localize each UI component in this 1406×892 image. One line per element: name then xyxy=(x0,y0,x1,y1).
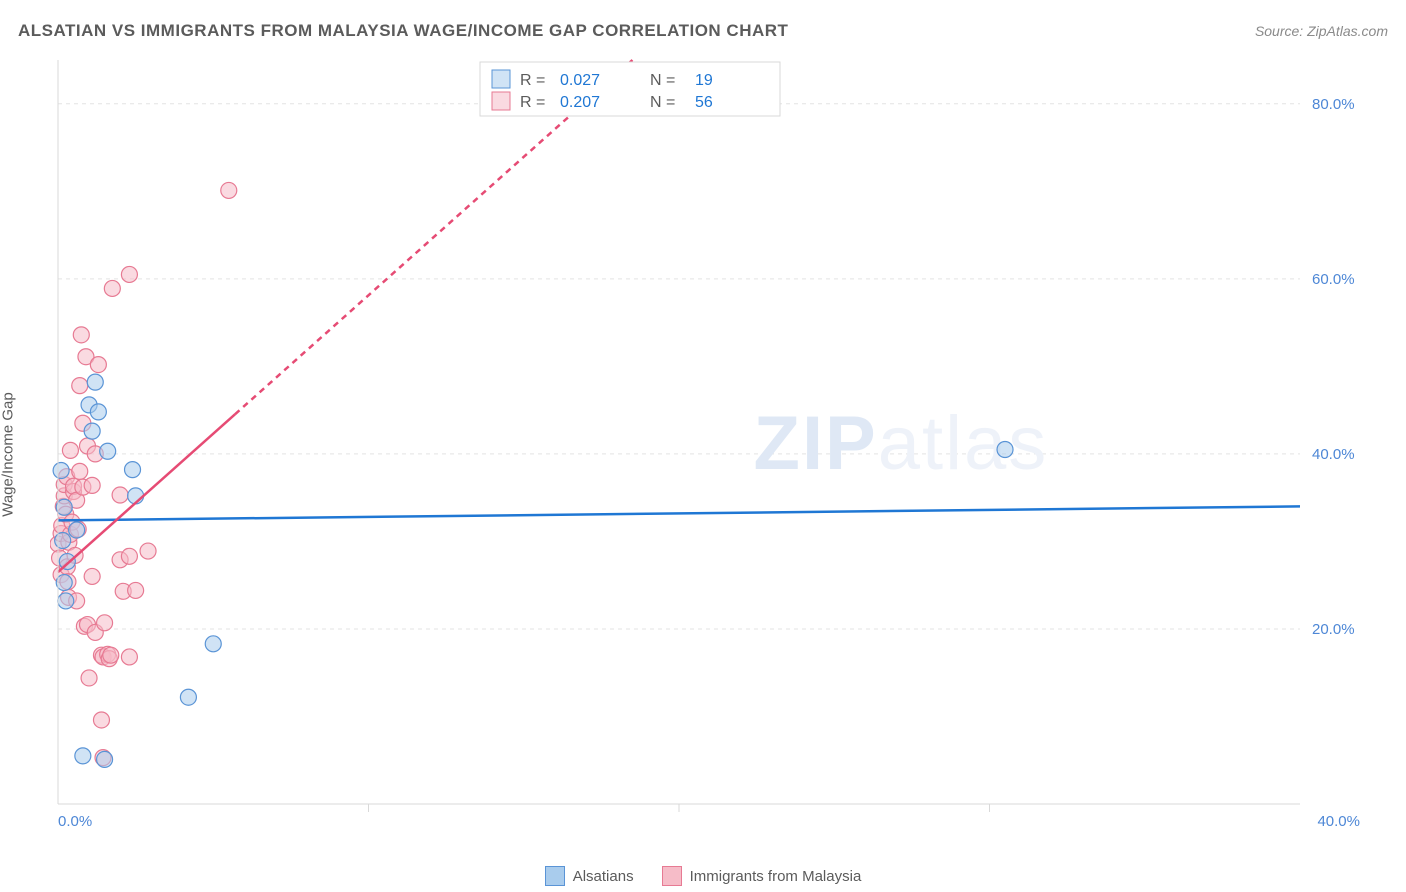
svg-text:40.0%: 40.0% xyxy=(1312,446,1355,463)
bottom-legend: Alsatians Immigrants from Malaysia xyxy=(0,862,1406,890)
header: ALSATIAN VS IMMIGRANTS FROM MALAYSIA WAG… xyxy=(18,18,1388,44)
svg-text:80.0%: 80.0% xyxy=(1312,96,1355,113)
svg-text:0.207: 0.207 xyxy=(560,94,600,111)
legend-label: Immigrants from Malaysia xyxy=(690,868,862,885)
source-label: Source: ZipAtlas.com xyxy=(1255,23,1388,39)
scatter-chart: ZIPatlas20.0%40.0%60.0%80.0%0.0%40.0%R =… xyxy=(50,54,1370,834)
svg-text:0.027: 0.027 xyxy=(560,72,600,89)
svg-text:56: 56 xyxy=(695,94,713,111)
svg-text:R =: R = xyxy=(520,72,545,89)
y-axis-label: Wage/Income Gap xyxy=(0,392,17,517)
svg-text:40.0%: 40.0% xyxy=(1317,813,1360,830)
svg-text:0.0%: 0.0% xyxy=(58,813,92,830)
plot-area: ZIPatlas20.0%40.0%60.0%80.0%0.0%40.0%R =… xyxy=(50,54,1370,834)
svg-text:20.0%: 20.0% xyxy=(1312,621,1355,638)
chart-title: ALSATIAN VS IMMIGRANTS FROM MALAYSIA WAG… xyxy=(18,21,788,41)
legend-item-alsatians: Alsatians xyxy=(545,866,634,886)
svg-text:19: 19 xyxy=(695,72,713,89)
legend-swatch-icon xyxy=(545,866,565,886)
legend-item-immigrants: Immigrants from Malaysia xyxy=(662,866,862,886)
legend-label: Alsatians xyxy=(573,868,634,885)
svg-text:60.0%: 60.0% xyxy=(1312,271,1355,288)
svg-text:R =: R = xyxy=(520,94,545,111)
legend-swatch-icon xyxy=(662,866,682,886)
svg-text:N =: N = xyxy=(650,72,675,89)
svg-text:N =: N = xyxy=(650,94,675,111)
